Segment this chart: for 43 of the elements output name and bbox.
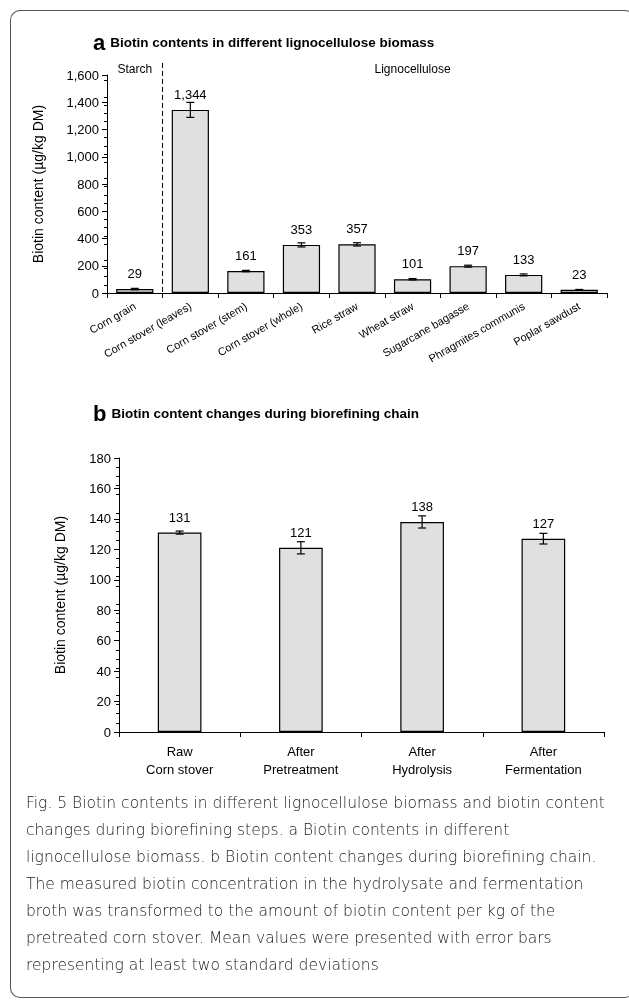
y-tick-label: 40 [96,663,111,679]
data-label: 121 [290,524,312,540]
x-tick-label: After Fermentation [505,743,582,777]
chart-title: a Biotin contents in different lignocellulose biomass [93,29,435,55]
data-label: 1,344 [174,86,207,102]
annotation: Lignocellulose [374,62,451,76]
y-tick-label: 60 [96,633,111,649]
y-tick-label: 1,400 [66,94,99,110]
data-label: 133 [512,251,535,267]
y-tick-label: 1,000 [66,149,99,165]
y-tick-label: 160 [89,480,111,496]
y-tick-label: 800 [77,176,99,192]
y-tick-label: 200 [77,258,99,274]
x-tick-label: After Hydrolysis [392,743,453,777]
data-label: 29 [127,266,143,282]
y-tick-label: 1,600 [66,67,99,83]
y-tick-label: 400 [77,231,99,246]
data-label: 161 [235,248,257,264]
annotation: Starch [117,62,153,76]
y-tick-label: 140 [89,511,111,527]
y-tick-label: 0 [91,285,99,301]
y-tick-label: 180 [89,450,111,466]
y-axis-title: Biotin content (µg/kg DM) [52,515,68,675]
y-axis-title: Biotin content (µg/kg DM) [30,104,46,264]
x-tick-label: After Pretreatment [263,743,339,777]
y-tick-label: 80 [96,602,111,618]
data-label: 138 [411,498,433,514]
y-tick-label: 100 [89,572,111,588]
x-tick-label: Raw Corn stover [146,743,214,777]
y-tick-label: 20 [96,694,111,710]
caption: Fig. 5 Biotin contents in different lignocellulose biomass and biotin content changes during biorefining steps. a Biotin contents in different lignocellulose biomass. b Biotin content changes during biorefining chain. The measured biotin concentration in the hydrolysate and fermentation broth was transformed to the amount of biotin content per kg of the pretreated corn stover. Mean values were presented with error bars representing at least two standard deviations [26,793,606,976]
y-tick-label: 120 [89,541,111,557]
data-label: 131 [168,509,191,525]
data-label: 127 [532,515,555,531]
data-label: 353 [290,221,313,237]
data-label: 357 [346,221,368,237]
chart-title: b Biotin content changes during biorefining chain [93,400,419,426]
y-tick-label: 600 [77,203,99,219]
y-tick-label: 0 [103,724,111,740]
y-tick-label: 1,200 [66,122,99,137]
data-label: 101 [401,256,424,272]
data-label: 23 [571,266,587,282]
data-label: 197 [457,243,479,259]
